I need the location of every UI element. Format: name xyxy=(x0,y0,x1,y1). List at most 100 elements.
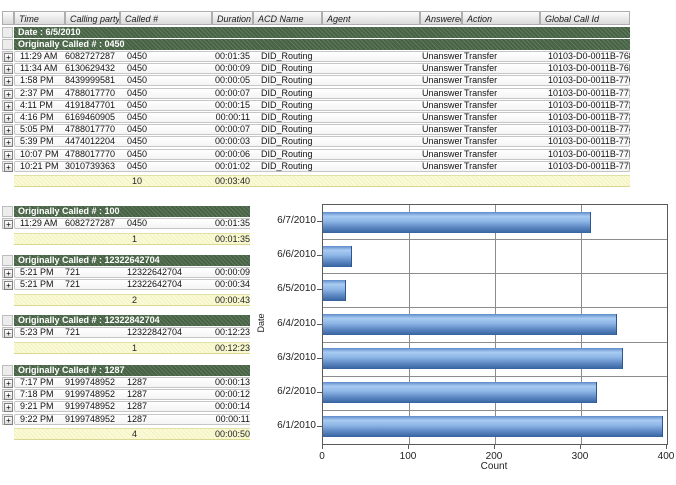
row-gutter: + xyxy=(2,401,13,412)
horizontal-gridline xyxy=(323,273,667,274)
expand-row-button[interactable]: + xyxy=(4,329,13,338)
cell-time: 5:23 PM xyxy=(20,327,54,337)
cell-duration: 00:00:14 xyxy=(214,401,250,411)
row-background xyxy=(14,136,630,147)
expand-row-button[interactable]: + xyxy=(4,416,13,425)
x-tick-label: 100 xyxy=(399,451,417,462)
table-row: +1:58 PM 8439999581 0450 00:00:05 DID_Routin… xyxy=(2,75,630,86)
expand-row-button[interactable]: + xyxy=(4,138,13,147)
cell-calling: 6130629432 xyxy=(65,63,116,73)
column-header-action: Action xyxy=(462,11,540,25)
y-tick-mark xyxy=(317,289,322,290)
y-tick-label: 6/3/2010 xyxy=(277,352,316,363)
cell-time: 5:21 PM xyxy=(20,279,54,289)
cell-calling: 9199748952 xyxy=(65,401,116,411)
row-gutter: + xyxy=(2,389,13,400)
cell-calling: 4788017770 xyxy=(65,88,116,98)
y-tick-mark xyxy=(317,324,322,325)
cell-called: 0450 xyxy=(127,63,148,73)
bar-6/2/2010 xyxy=(323,382,597,403)
row-gutter: + xyxy=(2,112,13,123)
cell-duration: 00:00:15 xyxy=(214,100,250,110)
expand-row-button[interactable]: + xyxy=(4,269,13,278)
cell-called: 0450 xyxy=(127,136,148,146)
bar-6/4/2010 xyxy=(323,314,617,335)
cell-global_id: 10103-D0-0011B-77E xyxy=(548,149,630,159)
cell-duration: 00:00:11 xyxy=(215,414,250,424)
row-gutter: + xyxy=(2,75,13,86)
cell-answered: Unanswered xyxy=(422,112,462,122)
row-gutter: + xyxy=(2,100,13,111)
expand-row-button[interactable]: + xyxy=(4,403,13,412)
y-tick-mark xyxy=(317,426,322,427)
row-gutter: + xyxy=(2,267,13,278)
cell-time: 7:17 PM xyxy=(20,377,54,387)
cell-answered: Unanswered xyxy=(422,161,462,171)
bar-6/5/2010 xyxy=(323,280,346,301)
table-row: +11:29 AM 6082727287 0450 00:01:35 DID_Routi… xyxy=(2,51,630,62)
cell-action: Transfer xyxy=(464,100,498,110)
summary-count: 1 xyxy=(132,343,138,353)
x-tick-label: 200 xyxy=(485,451,503,462)
expand-row-button[interactable]: + xyxy=(4,77,13,86)
row-gutter: + xyxy=(2,327,13,338)
cell-time: 11:29 AM xyxy=(20,51,58,61)
row-background xyxy=(14,88,630,99)
summary-count: 10 xyxy=(132,176,143,186)
column-header-time: Time xyxy=(14,11,65,25)
cell-called: 12322842704 xyxy=(127,327,183,337)
table-row: +5:21 PM 721 12322642704 00:00:34 xyxy=(2,279,253,290)
cell-acd: DID_Routing xyxy=(261,124,313,134)
cell-calling: 3010739363 xyxy=(65,161,116,171)
expand-row-button[interactable]: + xyxy=(4,114,13,123)
cell-duration: 00:00:07 xyxy=(214,88,250,98)
cell-acd: DID_Routing xyxy=(261,88,313,98)
y-tick-mark xyxy=(317,221,322,222)
expand-row-button[interactable]: + xyxy=(4,220,13,229)
cell-global_id: 10103-D0-0011B-771 xyxy=(548,88,630,98)
table-row: +5:39 PM 4474012204 0450 00:00:03 DID_Routin… xyxy=(2,136,630,147)
cell-calling: 9199748952 xyxy=(65,414,116,424)
cell-called: 0450 xyxy=(127,75,148,85)
group-header-band: Originally Called # : 1287 xyxy=(14,365,253,376)
row-gutter: + xyxy=(2,136,13,147)
expand-row-button[interactable]: + xyxy=(4,151,13,160)
expand-row-button[interactable]: + xyxy=(4,379,13,388)
expand-row-button[interactable]: + xyxy=(4,163,13,172)
bar-6/6/2010 xyxy=(323,246,352,267)
cell-called: 1287 xyxy=(127,401,148,411)
cell-time: 2:37 PM xyxy=(20,88,54,98)
cell-calling: 721 xyxy=(65,327,81,337)
cell-calling: 8439999581 xyxy=(65,75,116,85)
bar-6/1/2010 xyxy=(323,416,663,437)
cell-action: Transfer xyxy=(464,124,498,134)
row-background xyxy=(14,51,630,62)
expand-row-button[interactable]: + xyxy=(4,102,13,111)
x-tick-mark xyxy=(322,444,323,449)
cell-called: 1287 xyxy=(127,377,148,387)
y-tick-mark xyxy=(317,392,322,393)
expand-row-button[interactable]: + xyxy=(4,65,13,74)
expand-row-button[interactable]: + xyxy=(4,281,13,290)
cell-time: 7:18 PM xyxy=(20,389,54,399)
cell-calling: 9199748952 xyxy=(65,377,116,387)
cell-answered: Unanswered xyxy=(422,149,462,159)
row-gutter: + xyxy=(2,124,13,135)
y-tick-label: 6/7/2010 xyxy=(277,215,316,226)
cell-called: 0450 xyxy=(127,161,148,171)
expand-row-button[interactable]: + xyxy=(4,126,13,135)
expand-row-button[interactable]: + xyxy=(4,53,13,62)
summary-count: 1 xyxy=(132,234,138,244)
group-summary-row: 2 00:00:43 xyxy=(14,294,253,306)
x-tick-mark xyxy=(580,444,581,449)
cell-action: Transfer xyxy=(464,161,498,171)
table-row: +10:07 PM 4788017770 0450 00:00:06 DID_Routi… xyxy=(2,149,630,160)
group-band-gutter xyxy=(2,315,13,326)
cell-duration: 00:01:35 xyxy=(214,51,250,61)
expand-row-button[interactable]: + xyxy=(4,90,13,99)
x-tick-label: 400 xyxy=(657,451,675,462)
expand-row-button[interactable]: + xyxy=(4,391,13,400)
chart-plot-area xyxy=(322,204,668,445)
y-tick-mark xyxy=(317,358,322,359)
